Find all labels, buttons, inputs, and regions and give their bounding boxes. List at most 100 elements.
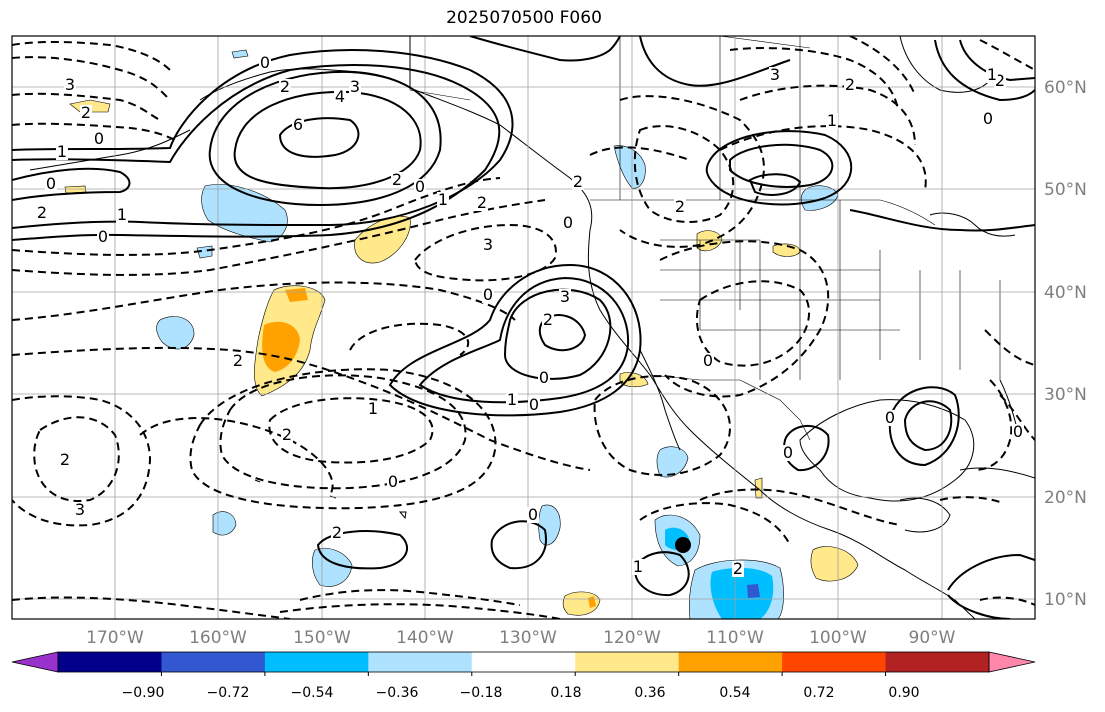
colorbar-bin <box>782 652 887 672</box>
contour-label-background <box>986 67 998 83</box>
lat-tick-label: 60°N <box>1044 78 1087 98</box>
colorbar-tick-label: −0.72 <box>207 685 250 701</box>
colorbar-tick-label: −0.54 <box>291 685 334 701</box>
contour-line <box>695 280 811 367</box>
contour-label: 1 <box>438 190 448 209</box>
contour-line <box>268 397 434 464</box>
colorbar-bin <box>575 652 680 672</box>
contour-line <box>139 417 334 496</box>
colorbar-extend-high <box>988 651 1036 673</box>
contour-line <box>219 374 467 490</box>
contour-label: 3 <box>75 500 85 519</box>
colorbar-bin <box>885 652 990 672</box>
contour-label-background <box>538 370 550 386</box>
contour-line <box>719 125 927 191</box>
contour-label-background <box>59 452 71 468</box>
contour-label: 0 <box>529 395 539 414</box>
contour-line <box>729 143 834 188</box>
contour-label-background <box>884 410 896 426</box>
political-borders <box>409 36 1001 441</box>
contour-label-background <box>45 176 57 192</box>
contour-line <box>593 375 731 476</box>
contour-line <box>12 167 131 201</box>
contour-line <box>12 56 171 101</box>
contour-line <box>633 125 735 223</box>
colorbar-bin <box>471 652 576 672</box>
contour-label: 2 <box>845 75 855 94</box>
contour-line <box>12 199 546 276</box>
colorbar-tick-label: −0.36 <box>376 685 419 701</box>
contour-label: 3 <box>560 287 570 306</box>
colorbar-bin <box>161 652 266 672</box>
contour-line <box>979 39 1035 71</box>
contour-line <box>589 146 691 161</box>
contour-label-background <box>387 474 399 490</box>
map-title: 2025070500 F060 <box>446 8 602 28</box>
hudson-bay <box>899 36 991 93</box>
contour-line <box>12 49 514 229</box>
contour-label: 0 <box>94 129 104 148</box>
lat-tick-label: 10°N <box>1044 590 1087 610</box>
lon-tick-label: 120°W <box>603 628 661 648</box>
contour-label-background <box>74 502 86 518</box>
shade-patch <box>656 446 689 478</box>
contour-line <box>279 603 561 619</box>
colorbar-tick-label: 0.18 <box>550 685 581 701</box>
gulf-of-mexico <box>799 399 975 502</box>
contour-label-background <box>414 179 426 195</box>
contour-line <box>729 47 899 111</box>
colorbar-tick-label: 0.54 <box>719 685 750 701</box>
contour-line <box>849 209 1035 232</box>
contour-label-background <box>279 79 291 95</box>
contour-label-background <box>702 353 714 369</box>
contour-line <box>633 551 690 597</box>
shade-patch <box>285 288 308 302</box>
contour-label-background <box>476 195 488 211</box>
lat-tick-label: 50°N <box>1044 180 1087 200</box>
contour-label-background <box>528 397 540 413</box>
contour-label: 0 <box>885 408 895 427</box>
contour-line <box>639 36 791 87</box>
contour-label-background <box>674 199 686 215</box>
contour-label: 2 <box>60 450 70 469</box>
contour-line <box>316 530 409 570</box>
lon-tick-label: 150°W <box>293 628 351 648</box>
contour-label: 0 <box>983 109 993 128</box>
shade-patch <box>196 245 213 259</box>
contour-label-background <box>56 144 68 160</box>
contour-label: 0 <box>483 285 493 304</box>
contour-label-background <box>482 287 494 303</box>
contour-label: 2 <box>233 351 243 370</box>
lon-tick-label: 90°W <box>909 628 956 648</box>
contour-label: 1 <box>633 557 643 576</box>
contour-line <box>974 379 1013 471</box>
contour-label-background <box>259 55 271 71</box>
lat-tick-label: 30°N <box>1044 385 1087 405</box>
contour-label: 0 <box>539 368 549 387</box>
contour-label: 2 <box>81 103 91 122</box>
contour-line <box>538 314 587 352</box>
contour-label-background <box>281 427 293 443</box>
contour-line <box>189 368 497 510</box>
contour-label-background <box>732 561 744 577</box>
lon-tick-label: 140°W <box>396 628 454 648</box>
contour-line <box>413 223 557 282</box>
contour-label-background <box>559 289 571 305</box>
contour-label-background <box>769 67 781 83</box>
contour-line <box>999 394 1035 441</box>
contour-line <box>639 502 791 546</box>
contour-label-background <box>64 77 76 93</box>
contour-label: 0 <box>703 351 713 370</box>
contour-line <box>12 281 516 321</box>
contour-line <box>939 496 1001 503</box>
contour-line <box>233 90 422 190</box>
contour-label: 6 <box>293 115 303 134</box>
contour-line <box>619 95 765 248</box>
contour-line <box>349 322 470 356</box>
contour-label-background <box>482 237 494 253</box>
storm-center-marker <box>675 537 691 553</box>
contour-label: 2 <box>573 172 583 191</box>
contour-line <box>33 416 120 502</box>
contour-line <box>12 122 176 141</box>
